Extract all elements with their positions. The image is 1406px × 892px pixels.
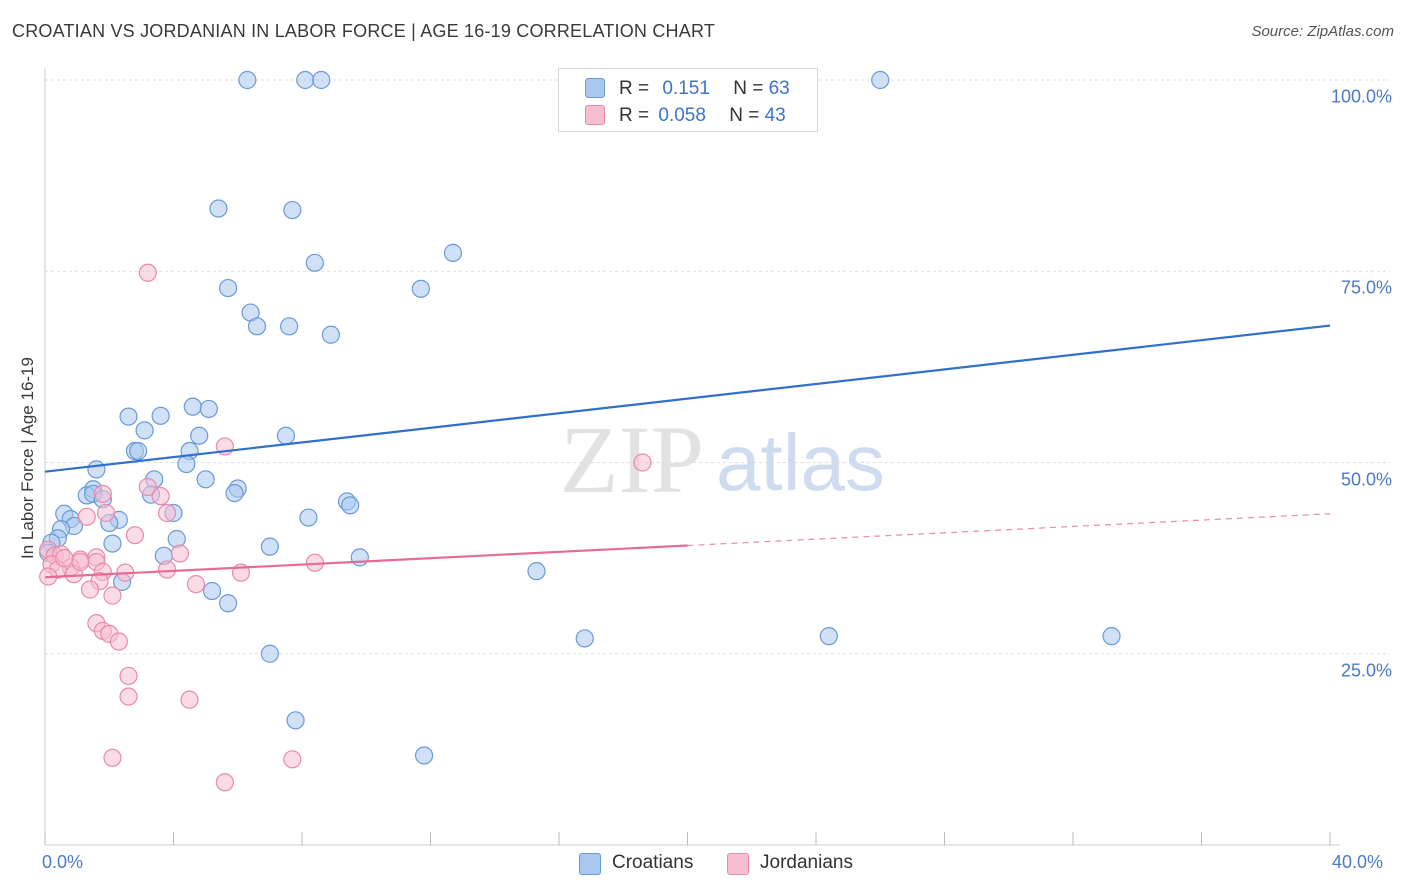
croatian-point <box>247 317 267 336</box>
jordanian-point <box>157 560 177 579</box>
croatian-point <box>129 441 148 461</box>
croatian-point <box>871 70 890 90</box>
legend-label: Croatians <box>612 852 694 873</box>
n-value: 43 <box>764 105 786 126</box>
y-tick-label: 100.0% <box>1330 86 1392 107</box>
jordanians-swatch <box>727 853 749 875</box>
croatian-point <box>280 317 299 336</box>
croatians-trend-line <box>44 324 1331 473</box>
chart-title: CROATIAN VS JORDANIAN IN LABOR FORCE | A… <box>12 21 716 41</box>
croatian-point <box>575 629 594 648</box>
croatian-point <box>276 426 296 445</box>
jordanian-point <box>215 773 234 792</box>
jordanian-point <box>151 487 170 506</box>
croatian-point <box>312 70 331 90</box>
jordanian-point <box>77 507 96 526</box>
croatian-point <box>119 407 138 426</box>
croatian-point <box>305 253 324 272</box>
croatian-point <box>199 399 218 419</box>
source-credit: Source: ZipAtlas.com <box>1251 23 1394 40</box>
croatian-point <box>299 508 318 527</box>
r-label: R = <box>619 105 650 126</box>
jordanian-point <box>103 748 122 767</box>
croatians-swatch <box>579 853 601 875</box>
croatian-point <box>341 496 360 515</box>
croatian-point <box>411 279 430 298</box>
y-tick-label: 25.0% <box>1340 660 1392 681</box>
y-tick-label: 50.0% <box>1340 469 1392 489</box>
x-tick-label-min: 0.0% <box>42 852 84 872</box>
r-value: 0.058 <box>658 105 706 126</box>
croatian-point <box>238 70 257 90</box>
jordanian-point <box>119 666 138 686</box>
croatian-point <box>219 278 238 298</box>
jordanian-point <box>170 544 190 563</box>
croatian-point <box>260 644 279 663</box>
trend-lines <box>44 324 1331 579</box>
jordanian-point <box>186 575 206 594</box>
croatian-point <box>443 243 463 262</box>
n-value: 63 <box>768 78 790 99</box>
croatian-point <box>151 406 170 425</box>
jordanian-point <box>138 263 157 282</box>
r-value: 0.151 <box>662 78 710 99</box>
croatian-point <box>260 537 279 556</box>
croatian-point <box>87 460 106 479</box>
jordanian-point <box>157 503 177 523</box>
jordanian-point <box>138 477 157 497</box>
croatian-point <box>135 421 154 440</box>
x-tick-label-max: 40.0% <box>1332 852 1384 872</box>
croatian-point <box>296 70 315 90</box>
croatian-point <box>219 594 238 613</box>
y-tick-label: 75.0% <box>1340 277 1392 298</box>
n-label: N = <box>733 78 764 99</box>
croatian-point <box>286 711 305 730</box>
legend-label: Jordanians <box>760 852 853 873</box>
croatian-point <box>321 325 341 344</box>
croatian-point <box>819 627 838 646</box>
croatian-point <box>202 581 222 601</box>
jordanians-trend-line-dashed <box>687 513 1331 547</box>
r-label: R = <box>619 78 650 99</box>
watermark-zip: ZIP <box>560 406 704 513</box>
croatian-point <box>183 397 202 416</box>
watermark-atlas: atlas <box>716 418 885 507</box>
croatian-point <box>527 562 546 581</box>
jordanian-point <box>71 552 90 572</box>
jordanian-point <box>180 690 199 709</box>
croatian-point <box>283 200 302 220</box>
data-points <box>39 70 1121 792</box>
croatian-point <box>414 746 434 765</box>
croatian-point <box>190 426 209 445</box>
jordanian-point <box>93 484 112 503</box>
jordanian-point <box>119 687 138 706</box>
croatian-point <box>177 454 196 474</box>
croatian-point <box>1102 627 1121 646</box>
croatians-swatch <box>585 78 605 98</box>
jordanian-point <box>96 503 116 523</box>
jordanian-point <box>103 586 122 605</box>
croatian-point <box>350 548 369 567</box>
n-label: N = <box>729 105 760 126</box>
jordanian-point <box>80 580 100 599</box>
jordanian-point <box>283 750 302 769</box>
correlation-legend: R = 0.151 N = 63 R = 0.058 N = 43 <box>558 68 818 132</box>
croatian-point <box>103 534 122 553</box>
jordanian-point <box>55 549 74 568</box>
jordanian-point <box>125 526 145 545</box>
jordanian-point <box>633 453 652 472</box>
croatian-point <box>209 199 228 218</box>
axes <box>44 68 1340 846</box>
croatian-point <box>225 484 244 503</box>
jordanians-swatch <box>585 105 605 125</box>
croatian-point <box>196 470 215 489</box>
jordanians-trend-line <box>44 544 688 579</box>
jordanian-point <box>109 632 128 651</box>
